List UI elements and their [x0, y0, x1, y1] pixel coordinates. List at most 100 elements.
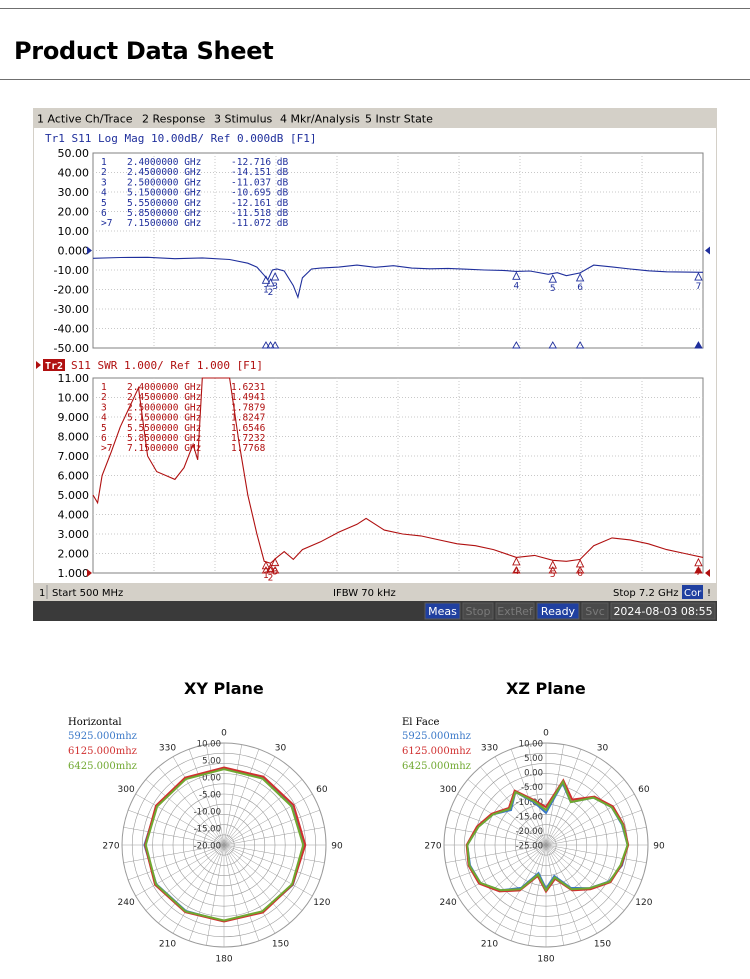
- polar-spoke: [480, 844, 547, 924]
- polar-angle-label: 330: [481, 744, 498, 754]
- polar-spoke: [128, 809, 225, 846]
- tr2-y-tick-label: 4.000: [58, 509, 90, 522]
- polar-spoke: [223, 844, 313, 897]
- polar-spoke: [206, 844, 225, 946]
- polar-spoke: [223, 827, 325, 846]
- tr1-marker-triangle: [694, 272, 703, 281]
- polar-spoke: [223, 844, 276, 934]
- status-ifbw: IFBW 70 kHz: [333, 588, 396, 599]
- tr2-y-tick-label: 2.000: [58, 548, 90, 561]
- tr1-marker-freq: 2.4000000 GHz: [127, 157, 201, 168]
- tr2-marker-axis-triangle: [575, 566, 585, 574]
- menu-item[interactable]: 2 Response: [142, 113, 206, 126]
- tr1-marker-value: -12.716 dB: [231, 157, 288, 168]
- polar-angle-label: 270: [102, 842, 119, 852]
- polar-spoke: [545, 844, 564, 946]
- status-button-svc[interactable]: Svc: [585, 605, 605, 618]
- tr1-marker-id: >7: [101, 218, 112, 229]
- tr1-marker-triangle: [575, 272, 585, 282]
- polar-angle-label: 330: [159, 744, 176, 754]
- tr1-trace: [92, 256, 704, 300]
- polar-series-line: [466, 779, 629, 893]
- tr2-marker-freq: 5.5500000 GHz: [127, 423, 201, 434]
- status-stop: Stop 7.2 GHz: [613, 588, 679, 599]
- status-bang: !: [707, 588, 711, 599]
- tr1-y-tick-label: 40.00: [58, 167, 90, 180]
- tr1-marker-triangle: [266, 278, 275, 287]
- tr2-ref-arrow-right: [705, 569, 710, 577]
- polar-r-label: -15.00: [194, 825, 221, 835]
- tr1-y-tick-label: -50.00: [54, 342, 89, 355]
- polar-r-label: 5.00: [202, 757, 221, 767]
- polar-r-label: 5.00: [524, 754, 543, 764]
- tr2-marker-triangle: [512, 556, 521, 566]
- polar-r-label: -25.00: [516, 842, 543, 852]
- polar-angle-label: 30: [597, 744, 609, 754]
- polar-spoke: [223, 844, 303, 911]
- status-cor: Cor: [684, 588, 702, 599]
- polar-spoke: [545, 779, 625, 846]
- tr1-marker-value: -11.037 dB: [231, 177, 288, 188]
- status-button-bg: [536, 602, 580, 620]
- tr2-marker-label: 4: [513, 567, 519, 577]
- status-button-bg: [495, 602, 535, 620]
- polar-spoke: [188, 844, 225, 941]
- tr2-marker-id: 3: [101, 402, 107, 413]
- polar-spoke: [528, 844, 547, 946]
- polar-angle-label: 210: [159, 939, 176, 949]
- polar-spoke: [545, 827, 647, 846]
- status-button-extref[interactable]: ExtRef: [497, 605, 534, 618]
- polar-angle-label: 180: [537, 955, 554, 965]
- tr2-label-box: [43, 359, 65, 371]
- tr2-marker-triangle: [270, 557, 280, 567]
- tr1-marker-label: 7: [696, 282, 702, 292]
- polar-spoke: [128, 844, 225, 881]
- polar-r-label: -10.00: [194, 808, 221, 818]
- tr2-y-tick-label: 10.00: [58, 392, 90, 405]
- menu-item[interactable]: 3 Stimulus: [214, 113, 273, 126]
- polar-spoke: [223, 844, 325, 863]
- tr2-marker-axis-triangle: [694, 566, 703, 574]
- polar-spoke: [223, 744, 242, 846]
- xz-plane-polar-chart: 0 30 60 90 120 150 180 210 240 270 300 330 10.00 5.00…: [402, 717, 665, 965]
- tr2-y-tick-label: 9.000: [58, 411, 90, 424]
- tr2-marker-value: 1.6546: [231, 423, 266, 434]
- tr2-marker-label: 6: [577, 569, 583, 579]
- polar-legend-entry: 6425.000mhz: [68, 761, 137, 772]
- tr2-marker-freq: 2.4500000 GHz: [127, 392, 201, 403]
- polar-r-label: -20.00: [194, 842, 221, 852]
- menu-item[interactable]: 5 Instr State: [365, 113, 433, 126]
- polar-spoke: [545, 844, 625, 911]
- polar-spoke: [123, 844, 225, 863]
- status-button-meas[interactable]: Meas: [428, 605, 457, 618]
- polar-spoke: [223, 844, 320, 881]
- menu-item[interactable]: 4 Mkr/Analysis: [280, 113, 360, 126]
- tr1-marker-triangle: [270, 272, 280, 281]
- status-button-ready[interactable]: Ready: [541, 605, 576, 618]
- tr2-marker-axis-triangle: [270, 566, 280, 574]
- tr1-marker-axis-triangle: [694, 341, 703, 349]
- polar-spoke: [172, 844, 225, 934]
- polar-spoke: [223, 793, 313, 846]
- polar-r-label: -15.00: [516, 812, 543, 822]
- polar-spoke: [223, 749, 260, 846]
- menu-item[interactable]: 1 Active Ch/Trace: [37, 113, 133, 126]
- polar-spoke: [467, 779, 547, 846]
- polar-angle-label: 90: [331, 842, 343, 852]
- tr1-y-tick-label: -20.00: [54, 284, 89, 297]
- tr1-marker-id: 1: [101, 157, 107, 168]
- tr2-y-tick-label: 7.000: [58, 450, 90, 463]
- polar-spoke: [145, 844, 225, 911]
- tr1-marker-value: -11.072 dB: [231, 218, 288, 229]
- status-button-stop[interactable]: Stop: [465, 605, 490, 618]
- page-title: Product Data Sheet: [14, 37, 274, 65]
- tr2-marker-freq: 5.8500000 GHz: [127, 433, 201, 444]
- tr2-y-tick-label: 1.000: [58, 567, 90, 580]
- polar-angle-label: 300: [440, 785, 457, 795]
- tr1-marker-value: -12.161 dB: [231, 198, 288, 209]
- tr2-marker-axis-triangle: [548, 566, 558, 574]
- tr2-y-tick-label: 5.000: [58, 489, 90, 502]
- tr2-marker-label: 2: [268, 573, 274, 583]
- xy-plane-title: XY Plane: [184, 679, 264, 698]
- polar-spoke: [545, 809, 642, 846]
